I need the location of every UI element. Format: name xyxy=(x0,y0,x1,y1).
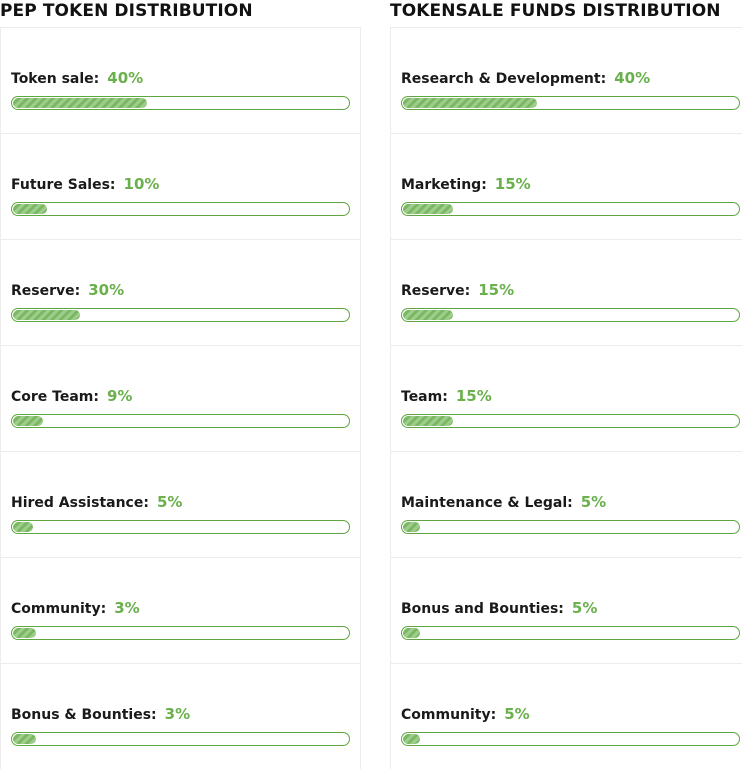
distribution-item: Research & Development: 40% xyxy=(390,27,742,133)
distribution-item: Maintenance & Legal: 5% xyxy=(390,451,742,557)
item-percent: 40% xyxy=(614,69,651,87)
item-percent: 15% xyxy=(478,281,515,299)
pep-token-distribution-section: PEP TOKEN DISTRIBUTION Token sale: 40% Fu… xyxy=(0,0,362,769)
item-percent: 40% xyxy=(107,69,144,87)
progress-track xyxy=(11,732,350,746)
distribution-item: Bonus and Bounties: 5% xyxy=(390,557,742,663)
distribution-item: Core Team: 9% xyxy=(0,345,361,451)
progress-fill xyxy=(13,204,47,214)
progress-track xyxy=(401,414,740,428)
progress-fill xyxy=(403,98,537,108)
tokensale-funds-distribution-section: TOKENSALE FUNDS DISTRIBUTION Research & … xyxy=(390,0,742,769)
distribution-item: Bonus & Bounties: 3% xyxy=(0,663,361,769)
progress-track xyxy=(11,520,350,534)
item-label-row: Maintenance & Legal: 5% xyxy=(401,492,606,512)
item-label-row: Community: 3% xyxy=(11,598,140,618)
progress-fill xyxy=(13,310,80,320)
item-label: Hired Assistance: xyxy=(11,495,149,511)
distribution-item: Reserve: 15% xyxy=(390,239,742,345)
progress-track xyxy=(11,308,350,322)
item-percent: 3% xyxy=(114,599,140,617)
progress-fill xyxy=(13,98,147,108)
item-percent: 5% xyxy=(580,493,607,511)
progress-track xyxy=(401,626,740,640)
distribution-item: Token sale: 40% xyxy=(0,27,361,133)
item-percent: 30% xyxy=(88,281,125,299)
item-label-row: Team: 15% xyxy=(401,386,492,406)
item-label: Team: xyxy=(401,389,448,405)
item-label-row: Reserve: 30% xyxy=(11,280,124,300)
item-percent: 10% xyxy=(123,175,160,193)
item-label-row: Core Team: 9% xyxy=(11,386,132,406)
item-label-row: Bonus & Bounties: 3% xyxy=(11,704,190,724)
progress-track xyxy=(11,626,350,640)
item-label: Maintenance & Legal: xyxy=(401,495,573,511)
progress-track xyxy=(401,96,740,110)
section-title: PEP TOKEN DISTRIBUTION xyxy=(0,1,253,21)
progress-fill xyxy=(403,522,420,532)
distribution-item: Community: 3% xyxy=(0,557,361,663)
item-percent: 5% xyxy=(504,705,530,723)
item-label-row: Research & Development: 40% xyxy=(401,68,650,88)
distribution-item: Community: 5% xyxy=(390,663,742,769)
item-label-row: Future Sales: 10% xyxy=(11,174,159,194)
distribution-item: Hired Assistance: 5% xyxy=(0,451,361,557)
progress-fill xyxy=(13,522,33,532)
progress-fill xyxy=(403,734,420,744)
distribution-item: Future Sales: 10% xyxy=(0,133,361,239)
item-percent: 3% xyxy=(164,705,191,723)
progress-track xyxy=(401,520,740,534)
item-percent: 5% xyxy=(571,599,598,617)
item-label: Token sale: xyxy=(11,71,100,87)
item-label-row: Reserve: 15% xyxy=(401,280,514,300)
item-label: Research & Development: xyxy=(401,71,607,87)
item-label-row: Marketing: 15% xyxy=(401,174,531,194)
distribution-item: Team: 15% xyxy=(390,345,742,451)
progress-track xyxy=(11,414,350,428)
progress-track xyxy=(11,96,350,110)
distribution-item: Reserve: 30% xyxy=(0,239,361,345)
progress-fill xyxy=(403,310,453,320)
item-percent: 9% xyxy=(107,387,133,405)
item-label-row: Bonus and Bounties: 5% xyxy=(401,598,597,618)
progress-fill xyxy=(403,204,453,214)
item-label: Bonus and Bounties: xyxy=(401,601,564,617)
progress-track xyxy=(401,202,740,216)
progress-track xyxy=(401,308,740,322)
item-label-row: Community: 5% xyxy=(401,704,530,724)
progress-fill xyxy=(13,734,36,744)
item-label: Community: xyxy=(11,601,107,617)
item-label: Core Team: xyxy=(11,389,99,405)
item-percent: 15% xyxy=(455,387,492,405)
item-percent: 5% xyxy=(156,493,183,511)
progress-fill xyxy=(403,416,453,426)
progress-fill xyxy=(13,416,43,426)
item-label: Reserve: xyxy=(401,283,471,299)
item-label: Reserve: xyxy=(11,283,81,299)
item-label: Community: xyxy=(401,707,497,723)
distribution-item: Marketing: 15% xyxy=(390,133,742,239)
progress-track xyxy=(401,732,740,746)
item-label-row: Token sale: 40% xyxy=(11,68,143,88)
progress-track xyxy=(11,202,350,216)
item-label: Bonus & Bounties: xyxy=(11,707,157,723)
item-label-row: Hired Assistance: 5% xyxy=(11,492,182,512)
item-percent: 15% xyxy=(494,175,531,193)
item-label: Future Sales: xyxy=(11,177,116,193)
item-label: Marketing: xyxy=(401,177,487,193)
progress-fill xyxy=(403,628,420,638)
section-title: TOKENSALE FUNDS DISTRIBUTION xyxy=(390,1,721,21)
progress-fill xyxy=(13,628,36,638)
